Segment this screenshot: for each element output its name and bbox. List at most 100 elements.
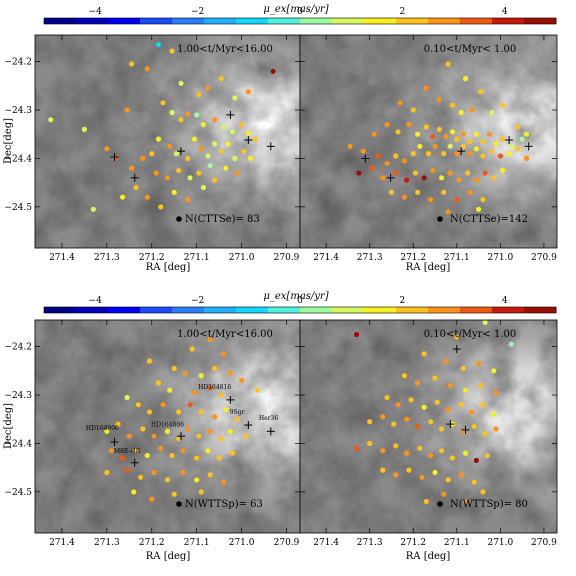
data-point — [384, 122, 390, 128]
star-cross-marker — [361, 154, 370, 163]
data-point — [133, 448, 139, 454]
data-point — [380, 414, 386, 420]
data-point — [393, 153, 399, 159]
background-image — [35, 35, 300, 248]
data-point — [491, 411, 497, 417]
star-cross-marker — [110, 437, 119, 446]
data-point — [212, 365, 218, 371]
data-point — [486, 131, 493, 137]
data-point — [104, 469, 110, 476]
colorbar-segment — [396, 307, 429, 313]
colorbar-segment — [236, 307, 269, 313]
data-point — [227, 428, 233, 434]
colorbar-label: μ_ex[mas/yr] — [263, 4, 328, 15]
data-point — [185, 426, 191, 432]
data-point — [223, 165, 229, 171]
colorbar-tick-labels: −4 −2 0 2 4 — [89, 7, 508, 17]
data-point — [421, 175, 427, 181]
data-point — [347, 143, 353, 149]
data-point — [191, 136, 197, 142]
data-point — [212, 414, 218, 420]
nebula-texture — [35, 320, 300, 533]
data-point — [476, 361, 482, 367]
data-point — [410, 107, 416, 113]
data-point — [443, 134, 449, 140]
data-point — [462, 76, 469, 82]
data-point — [460, 365, 466, 371]
x-tick-label: 271.0 — [487, 538, 513, 548]
colorbar-segment — [492, 307, 525, 313]
data-point — [115, 421, 121, 427]
data-point — [176, 409, 182, 415]
colorbar-segment — [332, 18, 365, 24]
data-point — [434, 399, 440, 405]
object-label: M8E−IR — [114, 448, 141, 455]
colorbar-bottom: μ_ex[mas/yr] −4 −2 0 2 4 — [43, 291, 557, 314]
panel-count: N(CTTSe)= 83 — [185, 214, 260, 225]
data-point — [439, 175, 445, 181]
data-point — [270, 68, 276, 74]
x-tick-label: 271.2 — [400, 253, 426, 263]
data-point — [176, 167, 182, 174]
colorbar-segment — [44, 307, 77, 313]
colorbar-tick-labels: −4 −2 0 2 4 — [89, 296, 508, 306]
x-tick-label: 271.3 — [357, 253, 383, 263]
star-cross-marker — [266, 427, 275, 436]
colorbar-tick-label: 2 — [400, 7, 406, 17]
data-point — [207, 336, 213, 342]
data-point — [90, 206, 96, 212]
data-point — [445, 61, 451, 67]
data-point — [480, 138, 486, 145]
data-point — [478, 89, 484, 95]
data-point — [360, 148, 366, 154]
data-point — [164, 477, 171, 483]
data-point — [194, 477, 200, 483]
object-label: HD164806 — [151, 421, 184, 428]
data-point — [482, 170, 488, 176]
data-point — [506, 151, 512, 157]
data-point — [428, 419, 434, 425]
data-point — [243, 433, 249, 439]
y-tick-label: −24.4 — [4, 439, 32, 449]
data-point — [480, 153, 486, 159]
data-point — [180, 469, 186, 476]
star-cross-marker — [452, 345, 461, 354]
data-point — [171, 491, 177, 497]
x-tick-label: 270.9 — [274, 538, 300, 548]
data-point — [135, 402, 141, 408]
data-point — [207, 385, 213, 391]
data-point — [441, 491, 447, 497]
data-point — [375, 153, 381, 159]
data-point — [447, 382, 453, 388]
data-point — [171, 189, 177, 195]
panel-label: 1.00<t/Myr<16.00 — [177, 44, 273, 55]
data-point — [185, 197, 191, 203]
data-point — [189, 346, 195, 352]
star-cross-marker — [524, 142, 533, 151]
colorbar-tick-label: −2 — [191, 296, 204, 306]
data-point — [207, 428, 213, 434]
data-point — [523, 155, 530, 161]
data-point — [445, 477, 451, 483]
data-point — [133, 184, 139, 191]
colorbar-segment — [300, 18, 333, 24]
data-point — [467, 151, 473, 157]
x-axis-label: RA [deg] — [146, 551, 191, 562]
panel-ctts-young: 0.10<t/Myr< 1.00 N(CTTSe)=142 RA [deg] 2… — [299, 34, 558, 273]
star-cross-marker — [176, 147, 185, 156]
data-point — [144, 194, 150, 200]
data-point — [473, 177, 479, 183]
star-cross-marker — [226, 395, 235, 404]
star-cross-marker — [446, 420, 455, 429]
data-point — [232, 155, 238, 161]
colorbar-segment — [428, 18, 461, 24]
colorbar-segment — [524, 307, 557, 313]
data-point — [164, 428, 171, 434]
data-point — [169, 109, 175, 116]
y-tick-label: −24.4 — [4, 154, 32, 164]
data-point — [447, 143, 453, 149]
data-point — [500, 102, 506, 108]
data-point — [169, 452, 175, 459]
data-point — [108, 448, 114, 454]
y-axis-label: Dec[deg] — [3, 403, 14, 449]
